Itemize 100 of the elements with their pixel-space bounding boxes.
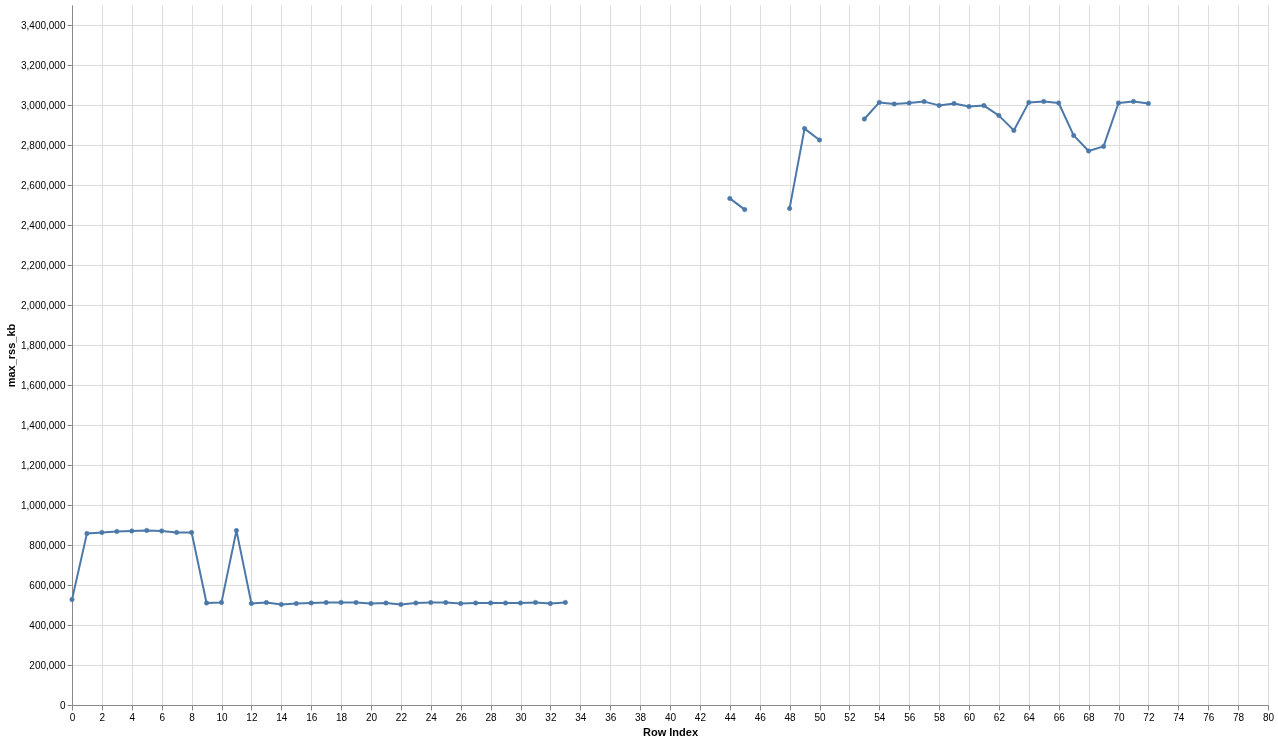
point	[488, 600, 494, 606]
y-tick-label: 2,600,000	[21, 179, 66, 191]
point	[861, 116, 867, 122]
x-tick-label: 60	[963, 711, 976, 723]
y-tick-label: 200,000	[29, 659, 66, 671]
x-tick-label: 50	[814, 711, 826, 723]
point	[293, 601, 299, 607]
point	[413, 600, 419, 606]
x-tick-label: 64	[1023, 711, 1036, 723]
point	[353, 600, 359, 606]
x-tick-label: 14	[276, 711, 288, 723]
x-tick-label: 58	[934, 711, 946, 723]
point	[518, 600, 523, 606]
point	[159, 528, 165, 534]
y-axis-title: max_rss_kb	[5, 323, 18, 388]
point	[219, 599, 224, 605]
y-tick-label: 600,000	[29, 579, 66, 591]
point	[727, 195, 733, 201]
x-tick-label: 0	[69, 711, 76, 723]
x-tick-label: 28	[485, 711, 498, 723]
point	[428, 600, 434, 606]
x-tick-label: 38	[635, 711, 647, 723]
x-tick-label: 80	[1262, 711, 1275, 723]
point	[323, 600, 329, 606]
x-tick-label: 8	[189, 711, 196, 723]
x-tick-label: 54	[874, 711, 886, 723]
x-tick-label: 72	[1143, 711, 1155, 723]
point	[338, 599, 344, 605]
x-tick-label: 76	[1203, 711, 1215, 723]
point	[248, 600, 254, 606]
x-tick-label: 18	[336, 711, 348, 723]
y-tick-label: 2,200,000	[21, 259, 66, 271]
point	[189, 529, 195, 535]
point	[802, 126, 808, 132]
y-tick-label: 2,400,000	[21, 219, 66, 231]
x-tick-label: 36	[605, 711, 617, 723]
x-tick-label: 52	[844, 711, 856, 723]
point	[532, 599, 538, 605]
point	[787, 205, 793, 211]
point	[69, 597, 75, 603]
y-tick-label: 1,600,000	[21, 379, 66, 391]
y-tick-label: 0	[59, 699, 66, 711]
x-tick-label: 44	[724, 711, 737, 723]
x-axis-title: Row Index	[642, 725, 699, 738]
x-tick-label: 70	[1113, 711, 1125, 723]
x-tick-label: 2	[99, 711, 106, 723]
point	[966, 104, 972, 110]
x-tick-label: 32	[545, 711, 557, 723]
point	[204, 600, 210, 606]
point	[1086, 148, 1092, 154]
point	[114, 528, 120, 534]
y-tick-label: 1,400,000	[21, 419, 66, 431]
point	[278, 601, 284, 607]
point	[84, 530, 90, 536]
point	[473, 600, 479, 606]
x-tick-label: 78	[1233, 711, 1245, 723]
point	[1071, 132, 1077, 138]
x-tick-label: 12	[246, 711, 258, 723]
point	[1130, 98, 1136, 104]
x-tick-label: 30	[515, 711, 527, 723]
point	[1026, 99, 1032, 105]
point	[1145, 100, 1151, 106]
point	[129, 528, 135, 534]
point	[1011, 127, 1017, 133]
point	[876, 99, 882, 105]
x-tick-label: 10	[216, 711, 228, 723]
point	[742, 207, 748, 213]
point	[817, 137, 822, 143]
point	[443, 600, 449, 606]
point	[1116, 100, 1121, 106]
x-tick-label: 34	[575, 711, 587, 723]
y-tick-label: 1,800,000	[21, 339, 66, 351]
y-tick-label: 3,200,000	[21, 59, 66, 71]
x-tick-label: 42	[694, 711, 707, 723]
x-tick-label: 4	[129, 711, 136, 723]
x-tick-label: 66	[1053, 711, 1066, 723]
y-tick-label: 3,000,000	[21, 99, 66, 111]
y-tick-label: 800,000	[29, 539, 66, 551]
point	[891, 101, 897, 107]
y-tick-label: 2,800,000	[21, 139, 66, 151]
y-tick-label: 3,400,000	[21, 19, 66, 31]
point	[981, 103, 987, 109]
point	[1056, 100, 1062, 106]
point	[383, 600, 389, 606]
x-tick-label: 68	[1083, 711, 1096, 723]
x-tick-label: 24	[425, 711, 438, 723]
x-tick-label: 56	[904, 711, 916, 723]
y-tick-label: 2,000,000	[21, 299, 66, 311]
x-tick-label: 48	[784, 711, 797, 723]
point	[547, 601, 553, 607]
y-tick-label: 1,200,000	[21, 459, 66, 471]
point	[503, 600, 509, 606]
x-tick-label: 22	[395, 711, 408, 723]
point	[458, 601, 464, 607]
point	[1101, 143, 1107, 149]
y-tick-label: 1,000,000	[21, 499, 66, 511]
x-tick-label: 74	[1173, 711, 1185, 723]
point	[233, 528, 239, 534]
point	[174, 529, 180, 535]
point	[906, 100, 912, 106]
